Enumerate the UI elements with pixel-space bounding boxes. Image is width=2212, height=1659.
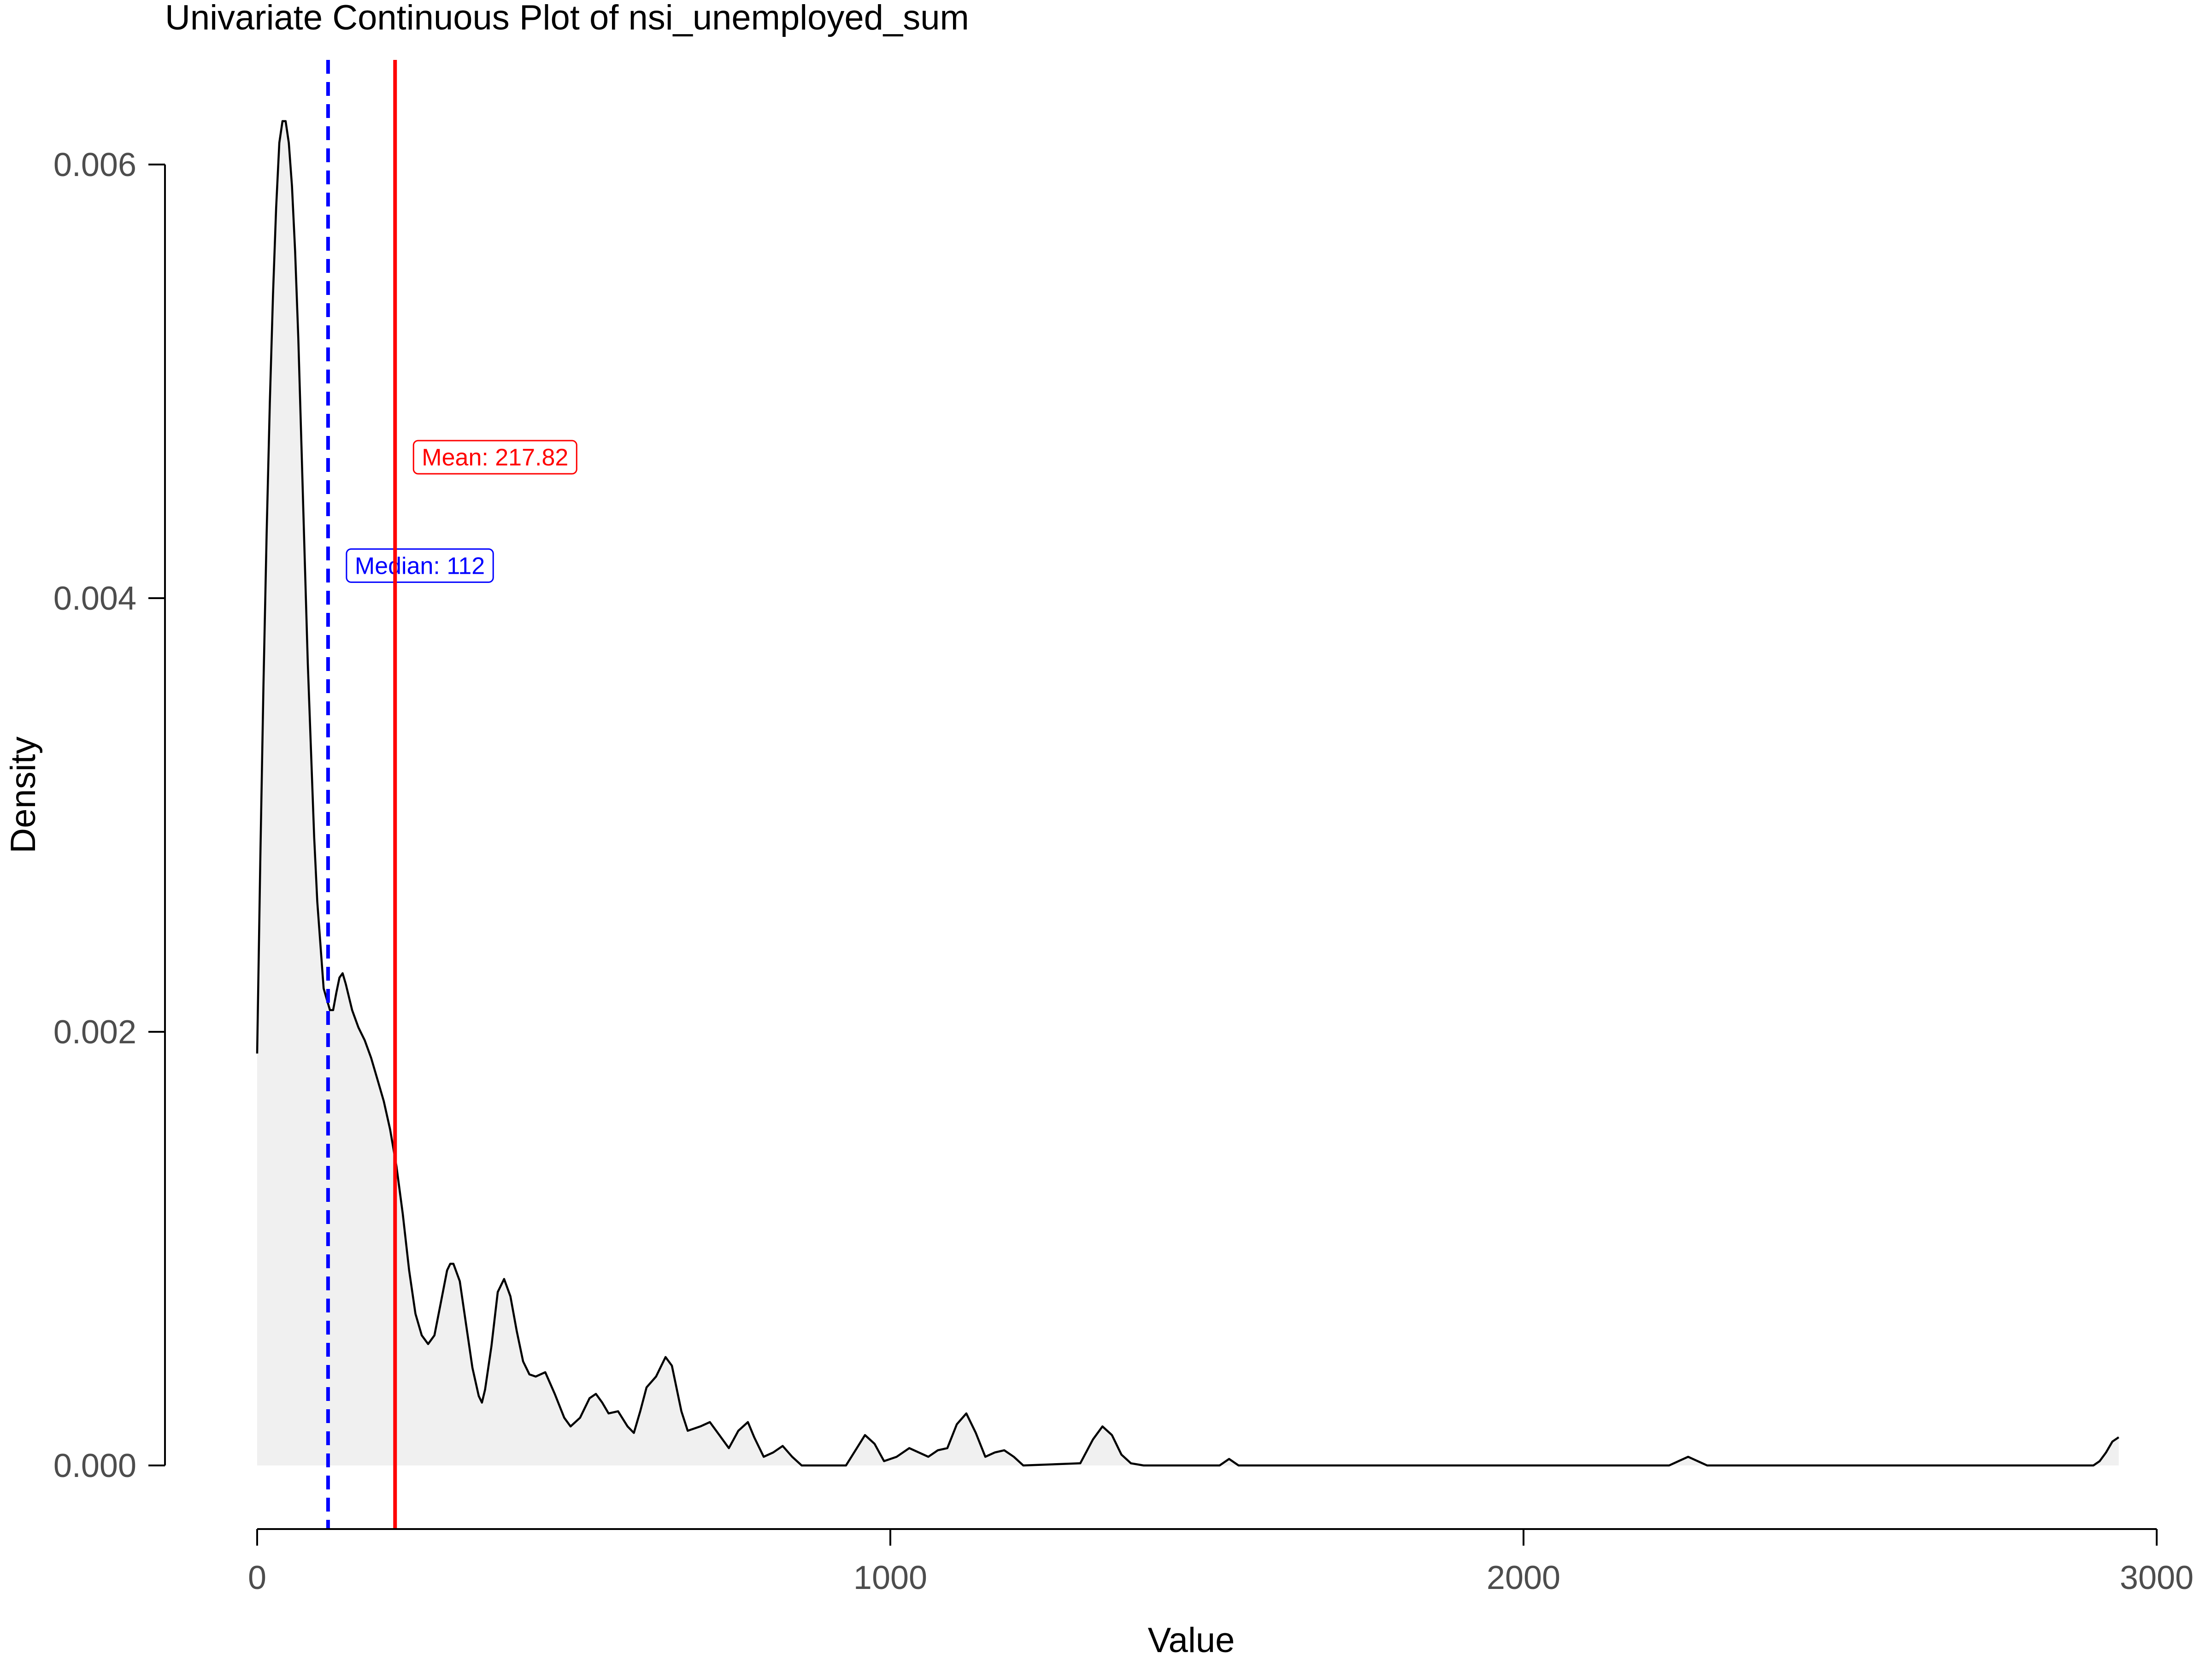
mean-label: Mean: 217.82 xyxy=(422,444,568,471)
mean-label-box xyxy=(412,440,577,475)
y-tick-label: 0.000 xyxy=(53,1447,136,1484)
x-axis-title: Value xyxy=(1148,1621,1235,1659)
density-area xyxy=(257,121,2119,1466)
y-tick-label: 0.006 xyxy=(53,147,136,183)
density-curve xyxy=(256,120,2119,1467)
x-tick-label: 1000 xyxy=(853,1559,927,1596)
annotations: Median: 112 Mean: 217.82 xyxy=(326,60,577,1529)
x-tick-label: 2000 xyxy=(1487,1559,1560,1596)
y-axis-ticks: 0.000 0.002 0.004 0.006 xyxy=(53,147,165,1484)
x-axis-ticks: 0 1000 2000 3000 xyxy=(248,1529,2194,1596)
y-tick-label: 0.002 xyxy=(53,1014,136,1051)
x-tick-label: 0 xyxy=(248,1559,266,1596)
y-tick-label: 0.004 xyxy=(53,580,136,617)
median-label: Median: 112 xyxy=(355,553,485,579)
median-label-box xyxy=(346,548,494,583)
x-tick-label: 3000 xyxy=(2120,1559,2194,1596)
chart-title: Univariate Continuous Plot of nsi_unempl… xyxy=(165,0,969,37)
y-axis-title: Density xyxy=(4,736,43,853)
